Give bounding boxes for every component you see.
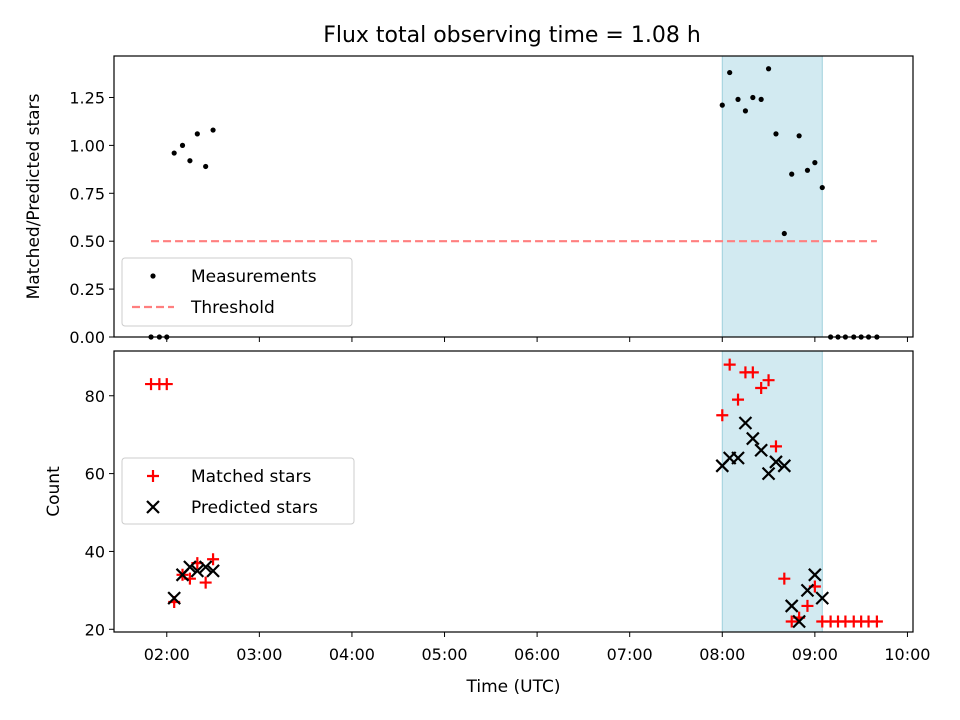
measurement-point (819, 184, 825, 191)
top-legend: Measurements Threshold (121, 257, 353, 327)
bottom-plot-content (145, 358, 883, 629)
x-tick-label: 06:00 (514, 645, 560, 664)
measurement-point (194, 131, 200, 137)
y-tick-label: 1.00 (69, 136, 105, 155)
x-tick-label: 08:00 (699, 645, 745, 664)
figure-title: Flux total observing time = 1.08 h (323, 23, 701, 48)
predicted-star-point (769, 455, 783, 469)
top-x-ticks (166, 337, 908, 342)
x-tick-label: 05:00 (421, 645, 467, 664)
measurement-point (735, 96, 741, 103)
x-tick-label: 03:00 (236, 645, 282, 664)
legend-label: Matched stars (191, 467, 311, 487)
matched-star-point (732, 393, 745, 406)
legend-label: Measurements (191, 267, 317, 287)
measurement-point (758, 96, 764, 103)
matched-star-point (716, 409, 729, 422)
measurement-point (773, 131, 779, 137)
y-tick-label: 80 (85, 387, 105, 406)
y-tick-label: 0.50 (69, 232, 105, 251)
y-tick-label: 1.25 (69, 88, 105, 107)
matched-star-point (207, 553, 220, 566)
predicted-star-point (777, 459, 792, 473)
legend-box (121, 257, 353, 327)
predicted-star-point (800, 583, 815, 598)
x-tick-label: 04:00 (329, 645, 375, 664)
bottom-x-ticks: 02:00 03:00 04:00 05:00 06:00 07:00 08:00 09:00… (144, 632, 930, 664)
legend-label: Threshold (190, 298, 275, 318)
matched-star-point (870, 615, 883, 628)
legend-label: Predicted stars (191, 498, 318, 518)
y-tick-label: 20 (85, 620, 105, 639)
bottom-legend: Matched stars Predicted stars (121, 457, 355, 525)
top-axes-frame (113, 55, 914, 338)
predicted-star-point (167, 591, 181, 605)
legend-marker-x (146, 500, 160, 514)
x-axis-label: Time (UTC) (466, 677, 561, 697)
predicted-star-point (815, 591, 830, 605)
matched-star-point (801, 599, 814, 612)
y-tick-label: 0.25 (69, 280, 105, 299)
measurement-point (789, 171, 795, 177)
measurement-point (750, 94, 756, 101)
predicted-star-point (198, 560, 213, 574)
bottom-y-axis-label: Count (44, 466, 64, 517)
matched-star-point (755, 381, 768, 394)
predicted-star-point (754, 443, 768, 458)
y-tick-label: 60 (85, 465, 105, 484)
measurement-point (765, 66, 772, 72)
predicted-star-point (808, 568, 822, 582)
measurement-point (203, 163, 209, 170)
predicted-star-point (206, 564, 220, 578)
matched-star-point (762, 374, 775, 387)
top-shaded-span (721, 55, 823, 338)
y-tick-label: 0.00 (69, 328, 105, 347)
bottom-axes-frame (113, 350, 914, 633)
y-tick-label: 0.75 (69, 184, 105, 203)
measurement-point (727, 69, 733, 76)
predicted-star-point (731, 451, 745, 465)
measurement-point (796, 133, 802, 139)
top-y-ticks: 0.00 0.25 0.50 0.75 1.00 1.25 (69, 88, 114, 347)
matched-star-point (160, 378, 173, 391)
measurement-point (781, 230, 787, 237)
predicted-star-point (761, 466, 776, 481)
legend-marker-plus (147, 470, 159, 482)
measurement-point (179, 142, 186, 148)
y-tick-label: 40 (85, 542, 105, 561)
measurement-point (804, 167, 811, 173)
measurement-point (742, 108, 749, 114)
top-y-axis-label: Matched/Predicted stars (24, 93, 44, 299)
predicted-star-point (746, 431, 760, 446)
matched-star-point (723, 358, 736, 371)
x-tick-label: 02:00 (144, 645, 190, 664)
x-tick-label: 10:00 (884, 645, 930, 664)
matched-star-point (785, 615, 798, 628)
matched-star-point (199, 576, 212, 589)
predicted-star-point (784, 599, 799, 613)
matched-star-point (769, 440, 782, 453)
measurement-point (719, 102, 725, 108)
predicted-star-point (738, 416, 753, 430)
predicted-star-point (792, 614, 806, 629)
top-plot-content (148, 66, 880, 340)
measurement-point (187, 158, 193, 164)
bottom-y-ticks: 20 40 60 80 (85, 387, 114, 639)
legend-box (121, 457, 355, 525)
matched-star-point (778, 572, 791, 585)
x-tick-label: 09:00 (792, 645, 838, 664)
top-panel: 0.00 0.25 0.50 0.75 1.00 1.25 Matched/Predict… (24, 55, 914, 347)
measurement-point (812, 160, 818, 166)
x-tick-label: 07:00 (607, 645, 653, 664)
predicted-star-point (190, 564, 205, 578)
legend-marker-dot (150, 273, 156, 279)
measurement-point (171, 150, 177, 156)
predicted-star-point (183, 560, 197, 574)
measurement-point (210, 127, 216, 133)
matched-star-point (746, 366, 759, 379)
